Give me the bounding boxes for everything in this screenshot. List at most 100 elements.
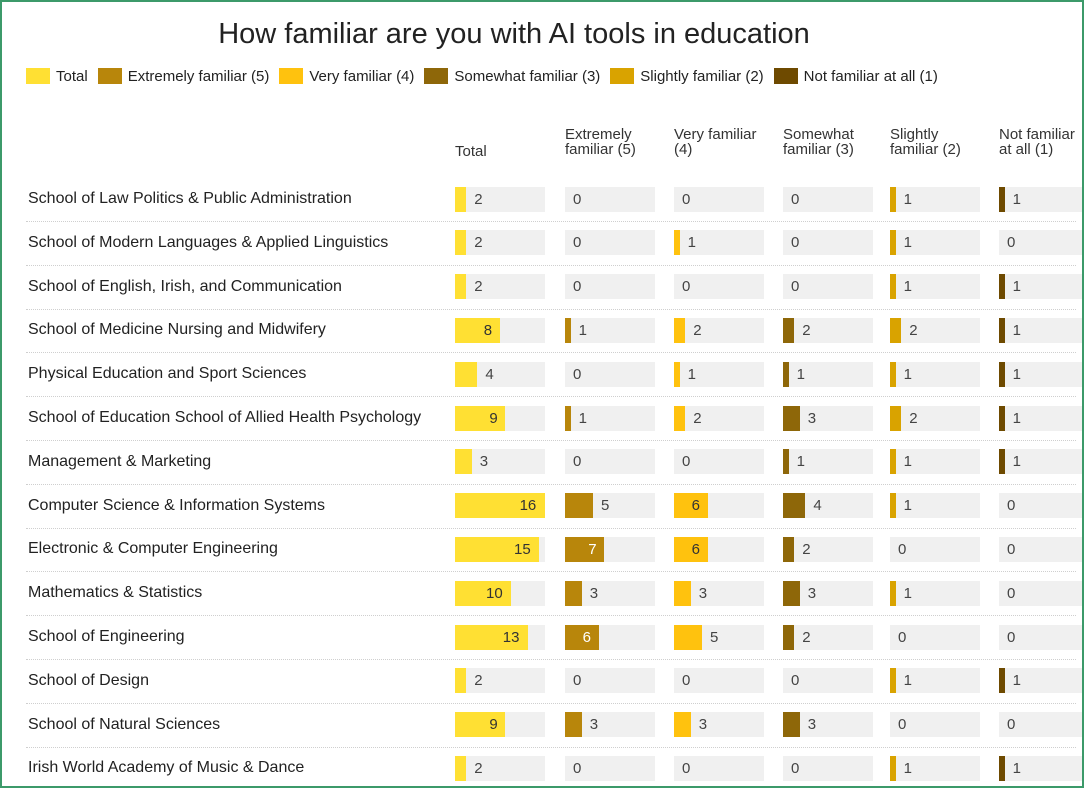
legend-swatch [279,68,304,84]
value-label: 1 [1012,278,1021,296]
cell: 9 [455,405,545,431]
value-label: 0 [1007,584,1016,602]
cell: 0 [999,230,1082,256]
bar [565,712,582,738]
bar [674,317,686,343]
legend-swatch [773,68,798,84]
value-label: 3 [807,409,817,427]
column-header: Not familiar at all (1) [999,126,1075,158]
value-label: 16 [519,497,537,515]
bar [890,317,902,343]
row-separator [26,746,1076,748]
cell: 5 [565,493,655,519]
value-label: 1 [687,234,696,252]
value-label: 1 [1012,672,1021,690]
value-label: 1 [796,365,805,383]
cell: 0 [783,230,873,256]
row-separator [26,220,1076,222]
value-label: 6 [691,540,700,558]
legend-label: Slightly familiar (2) [640,67,764,85]
value-label: 1 [1012,321,1021,339]
cell: 1 [999,317,1082,343]
value-label: 5 [710,628,719,646]
value-label: 0 [791,278,800,296]
cell: 1 [999,668,1082,694]
value-label: 2 [693,321,702,339]
value-label: 3 [479,453,489,471]
row-separator [26,483,1076,485]
cell: 1 [783,361,873,387]
bar [674,493,708,519]
value-label: 0 [682,278,691,296]
value-label: 4 [485,365,494,383]
cell: 2 [455,274,545,300]
value-label: 1 [1012,365,1021,383]
value-label: 0 [898,716,907,734]
row-label: School of Design [28,671,149,689]
bar [455,449,472,475]
row-label: School of Medicine Nursing and Midwifery [28,321,326,339]
row-separator [26,308,1076,310]
bar [999,361,1005,387]
value-label: 8 [483,321,493,339]
cell: 0 [565,230,655,256]
bar [674,405,686,431]
value-label: 4 [813,497,822,515]
cell: 1 [999,186,1082,212]
value-label: 0 [682,190,691,208]
value-label: 3 [589,716,599,734]
cell: 0 [999,580,1082,606]
bar [565,493,593,519]
value-label: 0 [573,453,582,471]
row-label: Computer Science & Information Systems [28,496,326,514]
cell: 3 [674,580,764,606]
bar [890,405,902,431]
value-label: 0 [1007,716,1016,734]
cell: 0 [783,755,873,781]
cell: 10 [455,580,545,606]
bar [783,624,795,650]
value-label: 1 [796,453,805,471]
bar [890,493,896,519]
bar [783,536,795,562]
cell: 2 [783,317,873,343]
value-label: 0 [898,628,907,646]
cell: 2 [890,405,980,431]
column-header: Somewhat familiar (3) [783,126,854,158]
row-separator [26,264,1076,266]
value-label: 3 [807,716,817,734]
legend-swatch [26,68,50,84]
cell: 0 [783,186,873,212]
legend-label: Not familiar at all (1) [803,67,938,85]
row-separator [26,352,1076,354]
bar [455,230,467,256]
bar [783,449,789,475]
cell: 2 [783,624,873,650]
bar [890,449,896,475]
column-header: Extremely familiar (5) [565,126,636,158]
value-label: 0 [573,672,582,690]
bar [455,361,478,387]
cell: 3 [565,580,655,606]
cell: 0 [674,449,764,475]
value-label: 0 [682,453,691,471]
value-label: 0 [573,190,582,208]
value-label: 9 [489,716,498,734]
cell: 13 [455,624,545,650]
cell: 4 [455,361,545,387]
value-label: 10 [486,584,503,602]
cell: 6 [565,624,655,650]
bar [455,405,506,431]
bar [455,274,467,300]
row-label: Mathematics & Statistics [28,584,203,602]
legend-label: Extremely familiar (5) [127,67,270,85]
cell: 1 [890,274,980,300]
value-label: 1 [1012,190,1021,208]
bar [999,668,1005,694]
value-label: 2 [802,321,811,339]
cell: 0 [565,274,655,300]
bar [890,230,896,256]
value-label: 1 [903,584,912,602]
legend-item: Somewhat familiar (3) [424,65,600,87]
